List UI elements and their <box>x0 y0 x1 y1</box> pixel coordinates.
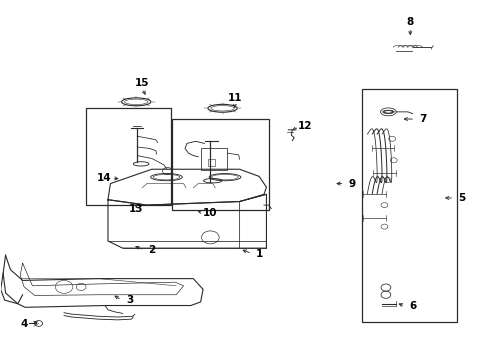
Text: 11: 11 <box>227 93 242 103</box>
Bar <box>86 108 171 205</box>
Text: 9: 9 <box>347 179 355 189</box>
Bar <box>361 89 456 321</box>
Text: 6: 6 <box>408 301 415 311</box>
Text: 1: 1 <box>255 248 262 258</box>
Text: 5: 5 <box>457 193 464 203</box>
Text: 13: 13 <box>129 204 143 214</box>
Text: 3: 3 <box>126 295 133 305</box>
Text: 8: 8 <box>406 17 413 27</box>
Text: 10: 10 <box>203 208 217 218</box>
Text: 4: 4 <box>20 319 28 329</box>
Bar <box>200 148 227 170</box>
Text: 12: 12 <box>298 121 312 131</box>
Text: 2: 2 <box>148 245 155 255</box>
Bar <box>207 159 215 166</box>
Bar <box>172 119 268 211</box>
Text: 7: 7 <box>418 114 426 124</box>
Text: 15: 15 <box>135 78 149 88</box>
Text: 14: 14 <box>97 173 112 183</box>
